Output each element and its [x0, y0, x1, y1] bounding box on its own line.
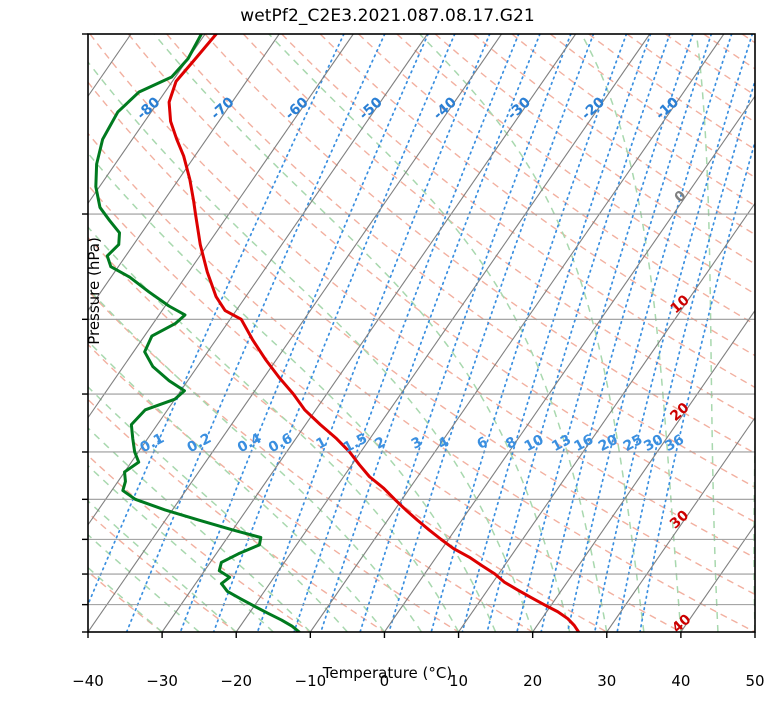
sounding-group [94, 34, 581, 632]
dry-adiabat-line [242, 34, 755, 421]
dry-adiabat-line [434, 34, 755, 265]
isotherm-line [88, 34, 428, 526]
isotherm-line [88, 34, 280, 312]
moist-adiabat-line [753, 420, 755, 632]
moist-adiabat-line [88, 152, 497, 632]
y-axis-label: Pressure (hPa) [85, 237, 103, 345]
mixing-ratio-line [540, 34, 713, 632]
dry-adiabat-line [473, 34, 755, 236]
mixing-ratio-line [616, 78, 755, 632]
moist-adiabat-line [88, 226, 460, 632]
mixing-ratio-line [388, 34, 595, 632]
plot-border [87, 33, 756, 633]
mixing-ratio-line [179, 34, 429, 632]
dry-adiabat-line [166, 34, 755, 489]
isotherm-line [88, 34, 354, 419]
mixing-ratio-line [593, 34, 754, 632]
x-tick-label: 50 [745, 672, 765, 690]
moist-adiabat-line [88, 426, 311, 632]
moist-adiabat-line [268, 34, 608, 632]
mixing-ratio-line [88, 34, 345, 607]
mixing-ratio-line [359, 34, 572, 632]
moist-adiabat-line [88, 287, 423, 632]
mixing-ratio-line [293, 34, 520, 632]
dry-adiabat-line [88, 289, 534, 632]
isotherm-line [161, 34, 577, 632]
mixing-ratio-line [516, 34, 694, 632]
isotherm-line [235, 34, 651, 632]
isotherm-line [532, 309, 755, 632]
moist-adiabat-line [695, 34, 719, 632]
moist-adiabat-line [580, 34, 682, 632]
isotherm-line [88, 34, 502, 632]
dry-adiabat-line [281, 34, 755, 389]
dewpoint-profile [94, 34, 301, 632]
dry-adiabat-line [588, 34, 755, 151]
x-tick-label: 10 [449, 672, 469, 690]
dry-adiabat-line [88, 454, 311, 632]
x-tick-label: 40 [671, 672, 691, 690]
mixing-ratio-line [461, 34, 652, 632]
isotherm-label: -90 [60, 94, 90, 123]
mixing-ratio-line [566, 34, 733, 632]
isotherm-line [458, 202, 755, 632]
isotherm-line [606, 416, 755, 632]
mixing-ratio-group [88, 34, 755, 632]
isotherm-line [0, 34, 57, 632]
dry-adiabat-line [319, 34, 755, 357]
isobar-group [88, 34, 755, 632]
plot-background [88, 34, 755, 632]
moist-adiabat-group [88, 34, 755, 632]
x-tick-label: 30 [597, 672, 617, 690]
x-tick-label: −20 [220, 672, 253, 690]
isotherm-line [754, 631, 755, 632]
chart-title: wetPf2_C2E3.2021.087.08.17.G21 [240, 6, 535, 26]
mixing-ratio-line [486, 34, 671, 632]
isotherm-line [383, 95, 755, 632]
x-tick-label: −40 [72, 672, 104, 690]
moist-adiabat-line [88, 464, 274, 632]
x-axis-label: Temperature (°C) [322, 664, 453, 682]
dry-adiabat-line [127, 34, 755, 523]
dry-adiabat-line [88, 631, 89, 632]
moist-adiabat-line [153, 34, 571, 632]
isotherm-group [0, 34, 755, 632]
dry-adiabat-line [549, 34, 755, 179]
dry-adiabat-group [88, 34, 755, 632]
dry-adiabat-line [204, 34, 755, 455]
mixing-ratio-line [430, 34, 628, 632]
isotherm-line [680, 523, 755, 632]
dry-adiabat-line [88, 236, 608, 632]
x-tick-label: −10 [294, 672, 327, 690]
mixing-ratio-line [319, 34, 541, 632]
isotherm-line [88, 34, 206, 205]
moist-adiabat-line [88, 60, 534, 632]
isotherm-line [309, 34, 725, 632]
dry-adiabat-line [88, 511, 237, 632]
plot-area: -90 -80 -70 -60 -50 -40 -30 -20 -10 0 10 20 30 40 0.1… [72, 33, 765, 690]
x-tick-label: 0 [379, 672, 390, 690]
mixing-ratio-line [212, 34, 456, 632]
temperature-profile [167, 34, 581, 632]
dry-adiabat-line [88, 184, 682, 632]
x-tick-label: 20 [523, 672, 543, 690]
dry-adiabat-line [88, 343, 459, 632]
mixing-ratio-line [256, 34, 491, 632]
mixing-ratio-line [125, 34, 386, 632]
x-tick-label: −30 [146, 672, 178, 690]
